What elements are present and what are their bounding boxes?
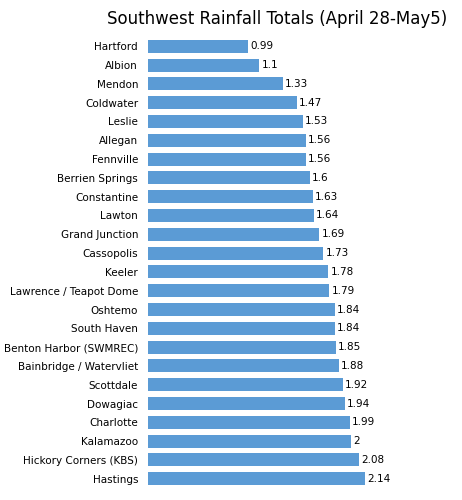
Text: 1.99: 1.99 bbox=[352, 418, 375, 428]
Text: 1.1: 1.1 bbox=[261, 60, 278, 70]
Bar bbox=[148, 209, 314, 222]
Text: 2: 2 bbox=[353, 436, 359, 446]
Bar bbox=[148, 284, 329, 298]
Bar bbox=[148, 115, 303, 128]
Bar bbox=[148, 96, 297, 110]
Bar bbox=[148, 434, 351, 448]
Bar bbox=[148, 190, 313, 203]
Bar bbox=[148, 134, 306, 147]
Text: 1.56: 1.56 bbox=[308, 136, 331, 145]
Text: 1.85: 1.85 bbox=[338, 342, 361, 352]
Text: 1.69: 1.69 bbox=[322, 230, 345, 239]
Bar bbox=[148, 397, 345, 410]
Text: 1.92: 1.92 bbox=[345, 380, 368, 390]
Text: 1.56: 1.56 bbox=[308, 154, 331, 164]
Text: 0.99: 0.99 bbox=[250, 42, 274, 51]
Bar bbox=[148, 322, 334, 335]
Bar bbox=[148, 454, 359, 466]
Bar bbox=[148, 266, 328, 278]
Text: 1.6: 1.6 bbox=[312, 173, 329, 183]
Bar bbox=[148, 472, 365, 486]
Text: 1.47: 1.47 bbox=[299, 98, 322, 108]
Bar bbox=[148, 58, 260, 71]
Bar bbox=[148, 246, 323, 260]
Bar bbox=[148, 152, 306, 166]
Bar bbox=[148, 378, 343, 392]
Text: 1.63: 1.63 bbox=[315, 192, 339, 202]
Bar bbox=[148, 340, 335, 353]
Text: 1.78: 1.78 bbox=[330, 267, 354, 277]
Title: Southwest Rainfall Totals (April 28-May5): Southwest Rainfall Totals (April 28-May5… bbox=[107, 10, 447, 28]
Text: 2.08: 2.08 bbox=[361, 455, 384, 465]
Bar bbox=[148, 172, 310, 184]
Bar bbox=[148, 416, 350, 429]
Bar bbox=[148, 78, 283, 90]
Text: 1.73: 1.73 bbox=[325, 248, 349, 258]
Text: 1.79: 1.79 bbox=[331, 286, 355, 296]
Text: 1.84: 1.84 bbox=[336, 304, 360, 314]
Bar bbox=[148, 303, 334, 316]
Bar bbox=[148, 228, 319, 241]
Text: 1.33: 1.33 bbox=[285, 79, 308, 89]
Text: 1.94: 1.94 bbox=[346, 398, 370, 408]
Text: 2.14: 2.14 bbox=[367, 474, 390, 484]
Bar bbox=[148, 360, 339, 372]
Text: 1.53: 1.53 bbox=[305, 116, 328, 126]
Text: 1.88: 1.88 bbox=[340, 361, 364, 371]
Bar bbox=[148, 40, 248, 53]
Text: 1.84: 1.84 bbox=[336, 324, 360, 334]
Text: 1.64: 1.64 bbox=[316, 210, 340, 220]
